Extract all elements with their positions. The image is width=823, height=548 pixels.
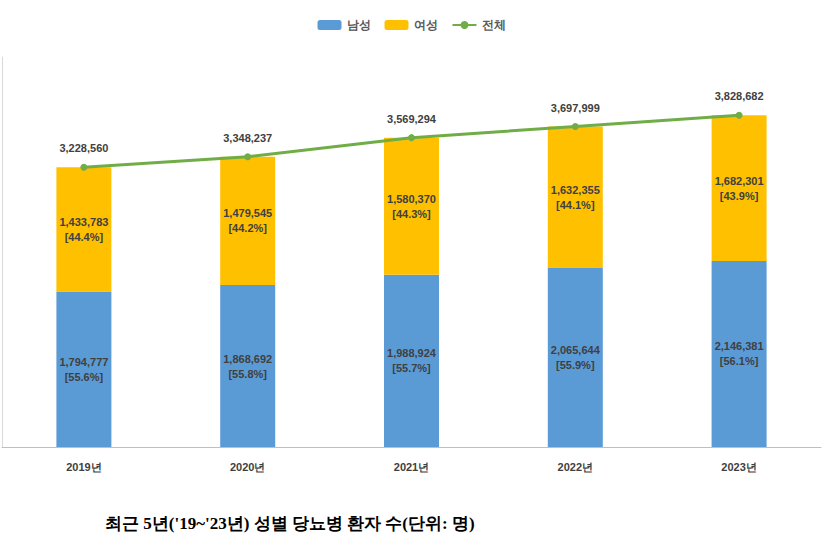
svg-text:3,697,999: 3,697,999	[551, 102, 600, 114]
svg-text:[44.3%]: [44.3%]	[392, 208, 431, 220]
svg-text:2019년: 2019년	[66, 461, 101, 473]
svg-text:[55.9%]: [55.9%]	[556, 359, 595, 371]
svg-text:[43.9%]: [43.9%]	[720, 190, 759, 202]
svg-text:1,632,355: 1,632,355	[551, 184, 600, 196]
svg-text:3,228,560: 3,228,560	[59, 142, 108, 154]
svg-text:남성: 남성	[347, 18, 371, 32]
svg-text:[55.8%]: [55.8%]	[228, 368, 267, 380]
svg-text:1,433,783: 1,433,783	[59, 216, 108, 228]
svg-text:1,794,777: 1,794,777	[59, 356, 108, 368]
svg-text:[56.1%]: [56.1%]	[720, 355, 759, 367]
svg-text:여성: 여성	[414, 18, 438, 32]
svg-text:3,569,294: 3,569,294	[387, 113, 437, 125]
svg-text:1,682,301: 1,682,301	[715, 175, 764, 187]
svg-text:[44.4%]: [44.4%]	[65, 231, 104, 243]
svg-text:2022년: 2022년	[558, 461, 593, 473]
svg-text:2020년: 2020년	[230, 461, 265, 473]
svg-text:전체: 전체	[482, 18, 506, 32]
svg-text:1,479,545: 1,479,545	[223, 207, 272, 219]
svg-text:1,580,370: 1,580,370	[387, 193, 436, 205]
svg-text:2,146,381: 2,146,381	[715, 340, 764, 352]
svg-text:[55.6%]: [55.6%]	[65, 371, 104, 383]
svg-text:2,065,644: 2,065,644	[551, 344, 601, 356]
svg-text:[44.2%]: [44.2%]	[228, 222, 267, 234]
svg-text:1,988,924: 1,988,924	[387, 347, 437, 359]
svg-text:3,348,237: 3,348,237	[223, 132, 272, 144]
svg-text:최근 5년('19~'23년) 성별 당뇨병 환자 수(단위: 최근 5년('19~'23년) 성별 당뇨병 환자 수(단위: 명)	[105, 514, 475, 533]
svg-text:2021년: 2021년	[394, 461, 429, 473]
svg-text:[55.7%]: [55.7%]	[392, 362, 431, 374]
svg-text:1,868,692: 1,868,692	[223, 353, 272, 365]
svg-text:[44.1%]: [44.1%]	[556, 199, 595, 211]
svg-text:3,828,682: 3,828,682	[715, 90, 764, 102]
svg-text:2023년: 2023년	[721, 461, 756, 473]
